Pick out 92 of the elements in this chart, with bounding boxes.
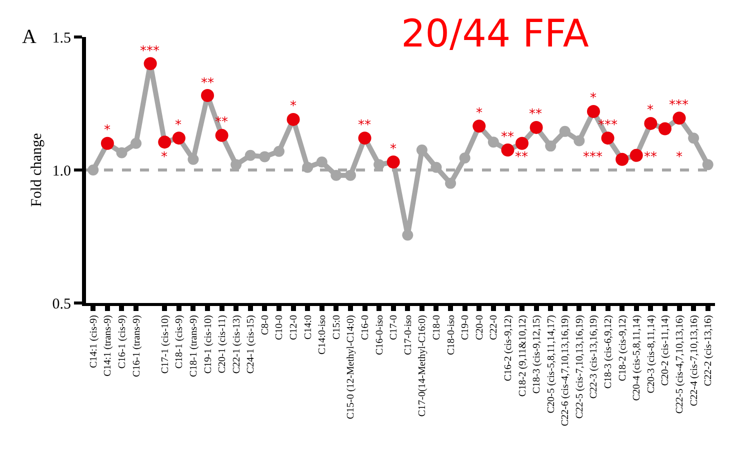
x-tick-label: C22-5 (cis-7,10,13,16,19) xyxy=(574,315,586,419)
annotation: *** xyxy=(583,150,603,165)
point xyxy=(545,140,556,152)
y-tick-label: 1.5 xyxy=(52,30,71,46)
x-tick-label: C19-0 xyxy=(460,315,472,340)
annotation: *** xyxy=(669,98,689,113)
x-tick-label: C22-0 xyxy=(488,315,500,340)
text: A xyxy=(22,26,37,48)
x-tick-label: C20-1 (cis-11) xyxy=(217,315,228,374)
chart-title: 20/44 FFA xyxy=(401,11,589,56)
annotation: *** xyxy=(598,118,618,133)
x-tick-label: C17-1 (cis-10) xyxy=(160,315,171,374)
y-tick-label: 0.5 xyxy=(52,296,71,312)
x-tick-label: C15-0 (12-Methyl-C14:0) xyxy=(346,315,357,420)
point xyxy=(116,147,128,158)
x-tick-label: C22-2 (cis-13,16) xyxy=(703,315,714,386)
annotation: *** xyxy=(140,44,160,59)
x-tick-label: C17-0 xyxy=(388,315,400,340)
x-tick-label: C16-2 (cis-9,12) xyxy=(502,315,514,382)
x-tick-label: C14:1 (cis-9) xyxy=(88,315,100,368)
x-tick-label: C22-4 (cis-7,10,13,16) xyxy=(688,315,700,406)
point xyxy=(488,136,499,148)
point xyxy=(259,151,270,162)
x-tick-label: C14:0 xyxy=(302,315,314,340)
point xyxy=(302,162,314,173)
x-tick-label: C17-0(14-Methyl-C16:0) xyxy=(417,315,428,417)
x-tick-label: C17-0-iso xyxy=(402,315,414,355)
x-tick-label: C12-0 xyxy=(288,315,300,340)
x-tick-label: C18-1 (cis-9) xyxy=(174,315,186,369)
annotation: * xyxy=(390,142,397,157)
x-tick-label: C18-2 (9,11&10,12) xyxy=(517,315,528,397)
x-tick-label: C20-2 (cis-11,14) xyxy=(660,315,672,386)
annotation: ** xyxy=(529,107,542,122)
point xyxy=(688,132,700,144)
x-tick-label: C10-0 xyxy=(274,315,286,340)
x-tick-label: C20-4 (cis-5,8,11,14) xyxy=(632,315,643,401)
annotation: * xyxy=(476,106,483,121)
point xyxy=(430,162,442,173)
point xyxy=(130,138,142,149)
annotation: ** xyxy=(501,130,514,145)
x-tick-label: C16-0-iso xyxy=(374,315,386,355)
x-tick-label: C16-1 (trans-9) xyxy=(131,315,142,377)
point xyxy=(559,126,570,137)
annotation: ** xyxy=(215,115,228,130)
x-tick-label: C14:1 (trans-9) xyxy=(102,315,114,376)
x-tick-label: C15:0 xyxy=(331,315,342,340)
point xyxy=(316,156,328,168)
x-tick-label: C18-2 (cis-9,12) xyxy=(617,315,628,382)
point xyxy=(230,159,242,170)
y-axis-title: Fold change xyxy=(29,132,45,207)
point xyxy=(88,164,99,176)
x-tick-label: C22-1 (cis-13) xyxy=(231,315,242,374)
x-tick-label: C20-3 (cis-8,11,14) xyxy=(646,315,657,394)
x-tick-label: C18-1 (trans-9) xyxy=(188,315,200,377)
x-tick-label: C24-1 (cis-15) xyxy=(246,315,257,374)
x-tick-label: C16-0 xyxy=(360,315,372,340)
annotation: * xyxy=(104,123,111,138)
x-tick-label: C16-1 (cis-9) xyxy=(116,315,128,369)
annotation: * xyxy=(647,103,654,118)
point xyxy=(402,230,414,241)
x-tick-label: C20-5 (cis-5,8,11,14,17) xyxy=(546,315,557,414)
x-tick-label: C19-1 (cis-10) xyxy=(202,315,214,374)
x-tick-label: C18-0 xyxy=(431,315,442,340)
point xyxy=(244,150,256,161)
x-tick-label: C22-6 (cis-4,7,10,13,16,19) xyxy=(560,315,572,426)
annotation: * xyxy=(161,150,168,165)
x-tick-label: C20-0 xyxy=(474,315,486,340)
point xyxy=(574,135,585,146)
point xyxy=(416,144,428,156)
point xyxy=(330,170,342,181)
x-tick-label: C18-3 (cis-9,12,15) xyxy=(532,315,543,394)
point xyxy=(273,146,284,157)
annotation: ** xyxy=(515,150,528,165)
annotation: * xyxy=(290,99,297,114)
annotation: * xyxy=(590,91,597,106)
x-tick-label: C8-0 xyxy=(260,315,271,335)
annotation: ** xyxy=(644,150,658,165)
annotation: ** xyxy=(358,118,372,133)
point xyxy=(344,170,356,181)
point xyxy=(445,178,456,189)
y-tick-label: 1.0 xyxy=(52,163,71,180)
x-tick-label: C22-3 (cis-13,16,19) xyxy=(588,315,600,399)
annotation: * xyxy=(175,118,182,133)
x-tick-label: C18-3 (cis-6,9,12) xyxy=(603,315,614,389)
point xyxy=(702,159,714,170)
point xyxy=(459,152,470,164)
x-tick-label: C14:0-iso xyxy=(317,315,328,354)
x-tick-label: C18-0-iso xyxy=(446,315,457,355)
annotation: ** xyxy=(201,76,214,91)
point xyxy=(188,154,199,165)
annotation: * xyxy=(676,150,683,165)
x-tick-label: C22-5 (cis-4,7,10,13,16) xyxy=(674,315,686,414)
